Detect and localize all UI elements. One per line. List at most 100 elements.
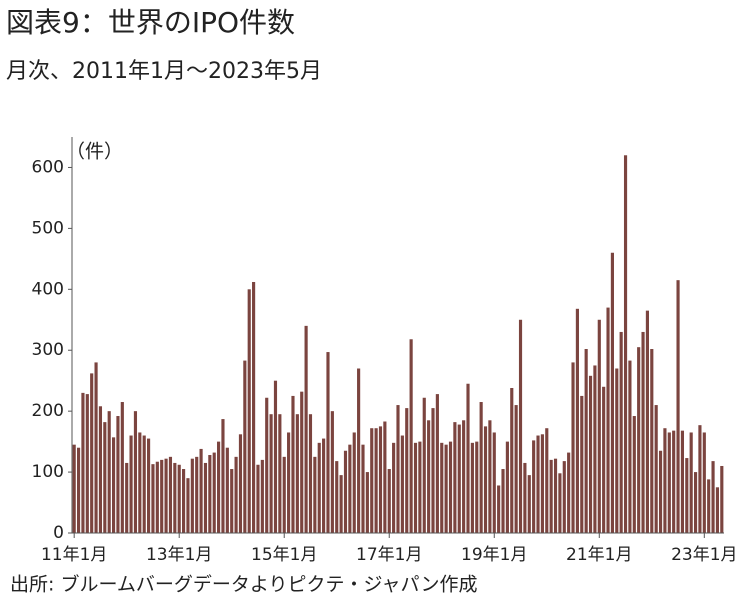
bar: [142, 435, 146, 533]
bar: [348, 444, 352, 533]
bar: [352, 432, 356, 533]
bar: [470, 442, 474, 533]
bar: [339, 475, 343, 533]
bar: [225, 447, 229, 533]
bar: [619, 331, 623, 533]
bar: [322, 438, 326, 533]
bar: [532, 440, 536, 533]
bar: [177, 464, 181, 533]
bar: [418, 441, 422, 533]
bar: [689, 432, 693, 533]
bar: [317, 442, 321, 533]
chart-title: 図表9：世界のIPO件数: [6, 6, 295, 39]
bar: [125, 462, 129, 533]
bar: [685, 458, 689, 533]
bar: [295, 414, 299, 533]
bar: [707, 479, 711, 533]
bar: [168, 456, 173, 533]
bar: [483, 426, 488, 533]
bar: [632, 416, 636, 533]
y-tick-label: 600: [32, 157, 64, 177]
bar: [637, 347, 641, 533]
bar: [383, 421, 387, 533]
bar: [199, 448, 203, 533]
bar: [155, 461, 159, 533]
bar: [431, 408, 435, 533]
bar: [466, 383, 470, 533]
bar: [514, 405, 518, 533]
bar: [287, 432, 291, 533]
bar: [580, 395, 584, 533]
bar: [190, 458, 194, 533]
bar: [111, 437, 116, 533]
bar: [536, 435, 540, 533]
bar: [313, 456, 317, 533]
bar: [230, 469, 234, 533]
x-tick-label: 23年1月: [671, 545, 737, 565]
bar: [361, 444, 365, 533]
bar: [497, 485, 501, 533]
bar: [527, 475, 531, 533]
bar: [672, 430, 676, 533]
bar: [409, 339, 413, 533]
bar: [448, 441, 453, 533]
source-note: 出所: ブルームバーグデータよりピクテ・ジャパン作成: [10, 573, 478, 596]
bar: [252, 281, 256, 533]
bar: [265, 397, 269, 533]
y-tick-label: 100: [32, 462, 64, 482]
bar: [492, 432, 496, 533]
bar: [378, 426, 383, 533]
bar: [553, 458, 558, 533]
bar: [610, 252, 614, 533]
x-tick-label: 19年1月: [461, 545, 527, 565]
bar: [160, 459, 164, 533]
bar: [623, 155, 628, 533]
bar: [440, 442, 444, 533]
x-tick-label: 17年1月: [356, 545, 422, 565]
chart-subtitle: 月次、2011年1月～2023年5月: [6, 59, 322, 84]
x-tick-label: 11年1月: [41, 545, 107, 565]
bar: [278, 414, 282, 533]
bar: [238, 434, 243, 533]
bar: [593, 365, 597, 533]
bar: [645, 310, 649, 533]
y-axis-label: （件）: [66, 141, 123, 163]
bar: [260, 459, 264, 533]
bar: [90, 373, 94, 533]
bar: [405, 408, 409, 533]
bar: [98, 406, 103, 533]
x-tick-label: 15年1月: [251, 545, 317, 565]
bar: [147, 438, 151, 533]
bar: [571, 362, 575, 533]
bar: [462, 420, 466, 533]
bar: [221, 419, 225, 533]
bar: [387, 469, 391, 533]
x-tick-label: 21年1月: [566, 545, 632, 565]
bar: [562, 461, 566, 533]
bar: [584, 349, 588, 533]
bar: [164, 458, 168, 533]
bar: [282, 456, 286, 533]
bar: [427, 420, 431, 533]
bar: [650, 349, 654, 533]
bar: [343, 450, 348, 533]
bar: [243, 360, 247, 533]
bar: [400, 435, 404, 533]
bar: [654, 405, 658, 533]
bar: [182, 469, 186, 533]
bar: [129, 435, 133, 533]
bar: [658, 450, 663, 533]
bar: [103, 422, 107, 533]
bar: [720, 465, 724, 533]
bar: [505, 441, 509, 533]
bar: [217, 441, 221, 533]
bar: [510, 388, 514, 533]
bar: [300, 391, 304, 533]
bar: [667, 432, 671, 533]
bar: [72, 444, 76, 533]
bar: [715, 487, 720, 533]
bar: [453, 422, 457, 533]
bar: [151, 464, 155, 533]
bar: [575, 308, 579, 533]
